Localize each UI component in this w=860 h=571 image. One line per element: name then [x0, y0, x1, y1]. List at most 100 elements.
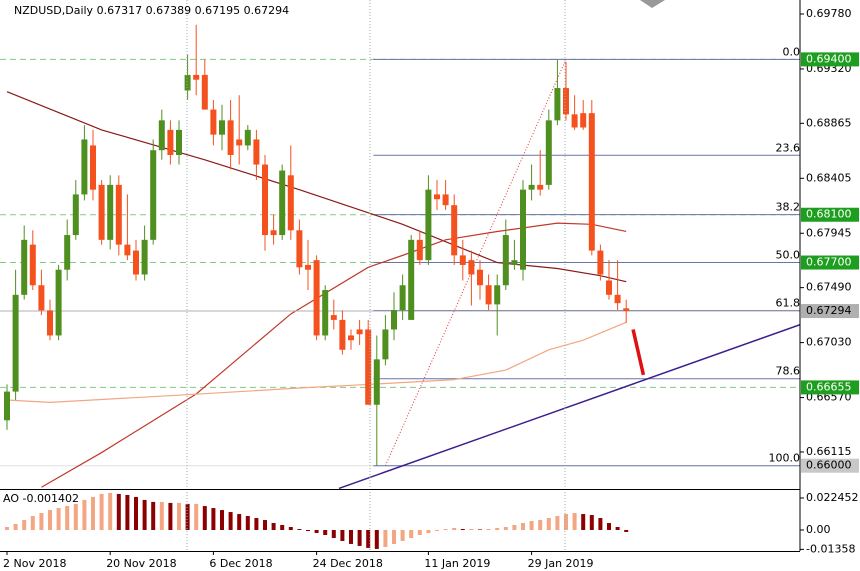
price-label-box: [801, 52, 859, 67]
candle-body: [98, 184, 105, 240]
indicator-bar: [478, 529, 482, 530]
indicator-bar: [512, 525, 517, 530]
indicator-tick-label: 0.00: [806, 523, 831, 536]
candle-body: [262, 164, 268, 236]
indicator-bar: [271, 523, 276, 530]
y-tick-label: 0.66115: [806, 445, 852, 458]
candle-body: [563, 88, 569, 115]
indicator-bar: [5, 527, 9, 530]
indicator-bar: [546, 518, 551, 530]
candle-body: [425, 189, 432, 261]
indicator-bar: [306, 529, 310, 531]
indicator-bar: [228, 512, 233, 530]
price-label-box: [801, 380, 859, 395]
candle-body: [511, 260, 518, 265]
indicator-bar: [417, 529, 422, 535]
candle-body: [4, 391, 10, 421]
indicator-bar: [91, 496, 95, 530]
indicator-bar: [486, 528, 491, 530]
candle-body: [623, 308, 630, 312]
indicator-bar: [30, 516, 35, 530]
candle-body: [459, 255, 466, 265]
indicator-bar: [374, 529, 379, 549]
candle-body: [528, 184, 535, 190]
candle-body: [485, 285, 492, 305]
indicator-bar: [314, 529, 319, 533]
candle-body: [502, 235, 509, 286]
candle-body: [158, 120, 165, 151]
symbol: NZDUSD,Daily: [14, 4, 94, 17]
scroll-marker: [640, 0, 665, 8]
x-tick-label: 11 Jan 2019: [424, 557, 490, 570]
indicator-bar: [159, 501, 164, 530]
candle-body: [90, 145, 96, 190]
candle-body: [12, 294, 19, 392]
candle-body: [580, 113, 587, 128]
price-label: 0.68100: [806, 208, 852, 221]
candle-body: [477, 269, 483, 286]
x-tick-label: 6 Dec 2018: [209, 557, 272, 570]
candle-body: [287, 175, 294, 231]
candle-body: [253, 139, 260, 165]
candle-body: [107, 184, 114, 240]
indicator-tick-label: -0.01358: [806, 542, 855, 555]
indicator-bar: [503, 527, 508, 530]
price-label-box: [801, 207, 859, 222]
candle-body: [416, 239, 423, 261]
moving-average: [6, 321, 627, 403]
indicator-bar: [22, 520, 27, 530]
indicator-bar: [521, 523, 525, 530]
candle-body: [520, 189, 526, 270]
candle-body: [330, 315, 337, 320]
x-tick-label: 2 Nov 2018: [3, 557, 66, 570]
indicator-bar: [185, 503, 190, 530]
fib-level-label: 23.6: [776, 141, 801, 154]
moving-average: [6, 91, 627, 283]
indicator-bar: [323, 529, 328, 535]
indicator-bar: [555, 516, 560, 530]
y-tick-label: 0.67490: [806, 281, 852, 294]
candle-body: [442, 194, 449, 206]
indicator-bar: [529, 521, 534, 530]
indicator-bar: [460, 528, 465, 530]
moving-average: [41, 222, 627, 488]
indicator-bar: [297, 528, 302, 530]
candle-body: [193, 74, 200, 80]
indicator-bar: [340, 529, 345, 541]
candle-body: [373, 359, 380, 405]
candle-body: [494, 285, 501, 305]
candle-body: [614, 294, 621, 304]
candle-body: [236, 139, 243, 146]
candle-body: [47, 310, 53, 336]
indicator-bar: [116, 493, 121, 530]
forecast-arrow: [631, 329, 646, 376]
indicator-bar: [469, 528, 474, 530]
indicator-bar: [383, 529, 388, 547]
candle-body: [176, 129, 182, 155]
candle-body: [64, 235, 71, 270]
candle-body: [313, 260, 320, 336]
candle-body: [184, 74, 191, 91]
indicator-panel: [5, 492, 629, 549]
trendline: [338, 323, 800, 489]
candle-body: [219, 120, 225, 135]
indicator-bar: [56, 508, 61, 530]
indicator-bar: [349, 529, 353, 544]
indicator-bar: [280, 525, 285, 530]
candle-body: [29, 244, 36, 286]
price-label: 0.66000: [806, 459, 852, 472]
indicator-bar: [73, 503, 78, 530]
price-panel: 0.0 23.6 38.2 50.0 61.8 78.6 100.0: [0, 24, 801, 489]
price-label: 0.69400: [806, 52, 852, 65]
indicator-bar: [400, 529, 405, 541]
indicator-bar: [151, 501, 156, 530]
y-tick-label: 0.68405: [806, 171, 852, 184]
indicator-bar: [65, 506, 70, 530]
candle-body: [38, 285, 45, 311]
candle-body: [210, 109, 217, 135]
indicator-bar: [426, 529, 431, 533]
indicator-bar: [39, 513, 44, 530]
candle-body: [227, 120, 234, 155]
